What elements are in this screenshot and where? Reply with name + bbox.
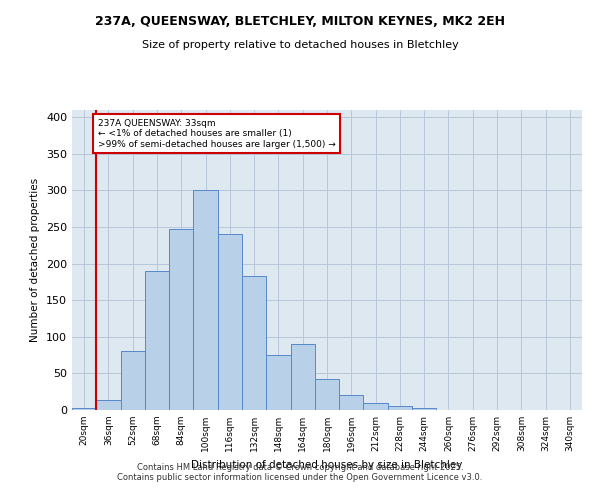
Bar [72,408,96,410]
Bar [218,234,242,410]
Bar [169,228,193,410]
Bar [412,408,436,410]
Bar [364,402,388,410]
Text: 237A, QUEENSWAY, BLETCHLEY, MILTON KEYNES, MK2 2EH: 237A, QUEENSWAY, BLETCHLEY, MILTON KEYNE… [95,15,505,28]
Bar [145,271,169,410]
Bar [339,394,364,410]
Bar [266,355,290,410]
Y-axis label: Number of detached properties: Number of detached properties [31,178,40,342]
Bar [242,276,266,410]
Bar [193,190,218,410]
Bar [315,378,339,410]
X-axis label: Distribution of detached houses by size in Bletchley: Distribution of detached houses by size … [191,460,463,469]
Bar [388,406,412,410]
Text: Contains HM Land Registry data © Crown copyright and database right 2025.
Contai: Contains HM Land Registry data © Crown c… [118,463,482,482]
Bar [96,400,121,410]
Bar [121,352,145,410]
Text: 237A QUEENSWAY: 33sqm
← <1% of detached houses are smaller (1)
>99% of semi-deta: 237A QUEENSWAY: 33sqm ← <1% of detached … [97,119,335,148]
Text: Size of property relative to detached houses in Bletchley: Size of property relative to detached ho… [142,40,458,50]
Bar [290,344,315,410]
